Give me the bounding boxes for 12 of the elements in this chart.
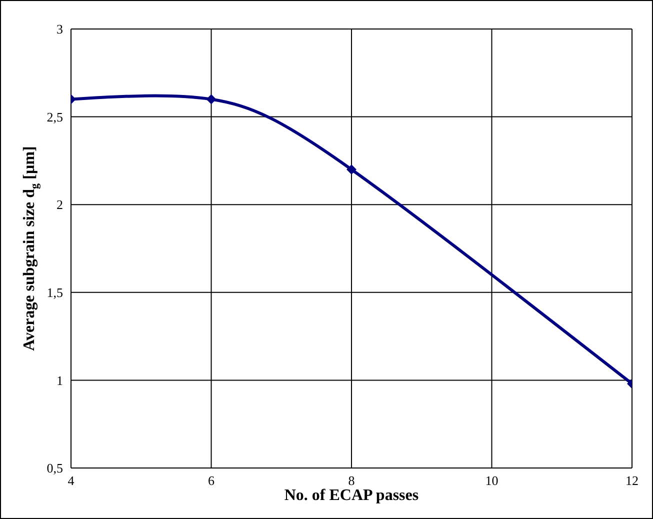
y-tick-label: 1,5 <box>46 285 63 300</box>
x-tick-label: 8 <box>348 473 355 488</box>
y-tick-label: 0,5 <box>46 460 63 476</box>
x-tick-label: 6 <box>208 473 215 488</box>
x-tick-label: 10 <box>485 473 498 488</box>
y-tick-label: 2 <box>56 197 63 212</box>
x-tick-label: 12 <box>626 473 638 488</box>
x-axis-title: No. of ECAP passes <box>284 487 419 504</box>
y-tick-label: 1 <box>56 372 63 388</box>
y-tick-label: 2,5 <box>46 109 63 124</box>
x-tick-label: 4 <box>68 473 75 488</box>
y-tick-label: 3 <box>56 22 63 37</box>
